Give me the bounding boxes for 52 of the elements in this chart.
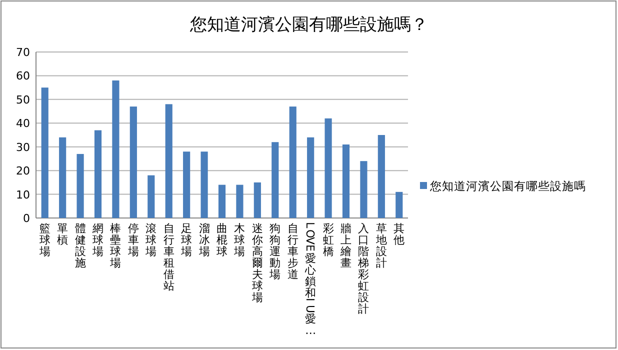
y-tick-label: 70	[16, 46, 30, 59]
x-tick-label: 彩虹橋	[322, 222, 334, 258]
x-tick-label: 體健設施	[74, 222, 86, 270]
bar	[183, 152, 190, 218]
x-tick-label: 單槓	[57, 222, 68, 246]
bar	[236, 184, 244, 218]
y-tick-label: 30	[16, 140, 30, 154]
x-tick-label: 牆上繪畫	[340, 222, 352, 270]
x-tick-label: 溜冰場	[198, 222, 210, 258]
x-tick-label: 自行車步道	[287, 222, 298, 281]
y-tick-label: 50	[16, 93, 30, 106]
x-tick-label: 停車場	[126, 222, 139, 258]
y-tick-label: 10	[16, 188, 30, 202]
x-tick-label: 狗狗運動場	[268, 222, 281, 281]
x-tick-label: 木球場	[233, 222, 246, 258]
chart-title: 您知道河濱公園有哪些設施嗎？	[189, 15, 428, 35]
x-tick-label: 網球場	[92, 222, 104, 258]
x-tick-label: 足球場	[180, 222, 192, 258]
bar	[148, 175, 155, 218]
bar	[59, 137, 66, 218]
x-tick-label: 自行車租借站	[163, 222, 174, 292]
x-tick-label: 迷你高爾夫球場	[250, 222, 263, 304]
bar	[218, 184, 226, 218]
bar	[378, 135, 385, 218]
bar	[94, 130, 102, 218]
x-tick-label: 其他	[394, 222, 405, 246]
x-tick-label: 籃球場	[38, 222, 50, 258]
legend-label: 您知道河濱公園有哪些設施嗎	[429, 179, 586, 193]
bar	[165, 104, 172, 218]
bar	[342, 144, 350, 218]
bar	[396, 192, 403, 218]
bar	[307, 137, 314, 218]
bar	[254, 182, 261, 218]
x-tick-label: 草地設計	[374, 222, 387, 270]
bar	[130, 106, 137, 218]
bar	[272, 142, 279, 218]
bar	[112, 80, 120, 218]
y-tick-label: 60	[16, 70, 30, 83]
bar	[76, 154, 84, 218]
y-tick-label: 20	[16, 164, 30, 178]
x-tick-label: 入口階梯彩虹設計	[357, 222, 370, 316]
y-tick-label: 40	[16, 117, 30, 130]
y-tick-label: 0	[23, 212, 30, 225]
x-tick-label: 曲棍球	[216, 222, 228, 258]
x-tick-label: 滾球場	[144, 222, 157, 258]
x-tick-label: 棒壘球場	[109, 222, 122, 270]
category-label: LOVE愛心鎖和I U愛…	[304, 222, 317, 337]
bar	[289, 106, 296, 218]
bar	[360, 161, 368, 218]
bar	[200, 152, 208, 218]
bar	[324, 118, 332, 218]
bar	[41, 88, 48, 218]
